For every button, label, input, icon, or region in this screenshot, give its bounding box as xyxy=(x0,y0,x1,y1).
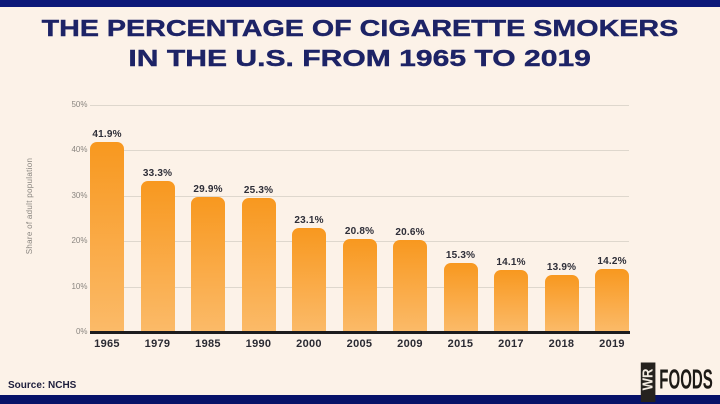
svg-text:FOODS: FOODS xyxy=(659,364,713,395)
svg-text:WR: WR xyxy=(640,368,656,390)
